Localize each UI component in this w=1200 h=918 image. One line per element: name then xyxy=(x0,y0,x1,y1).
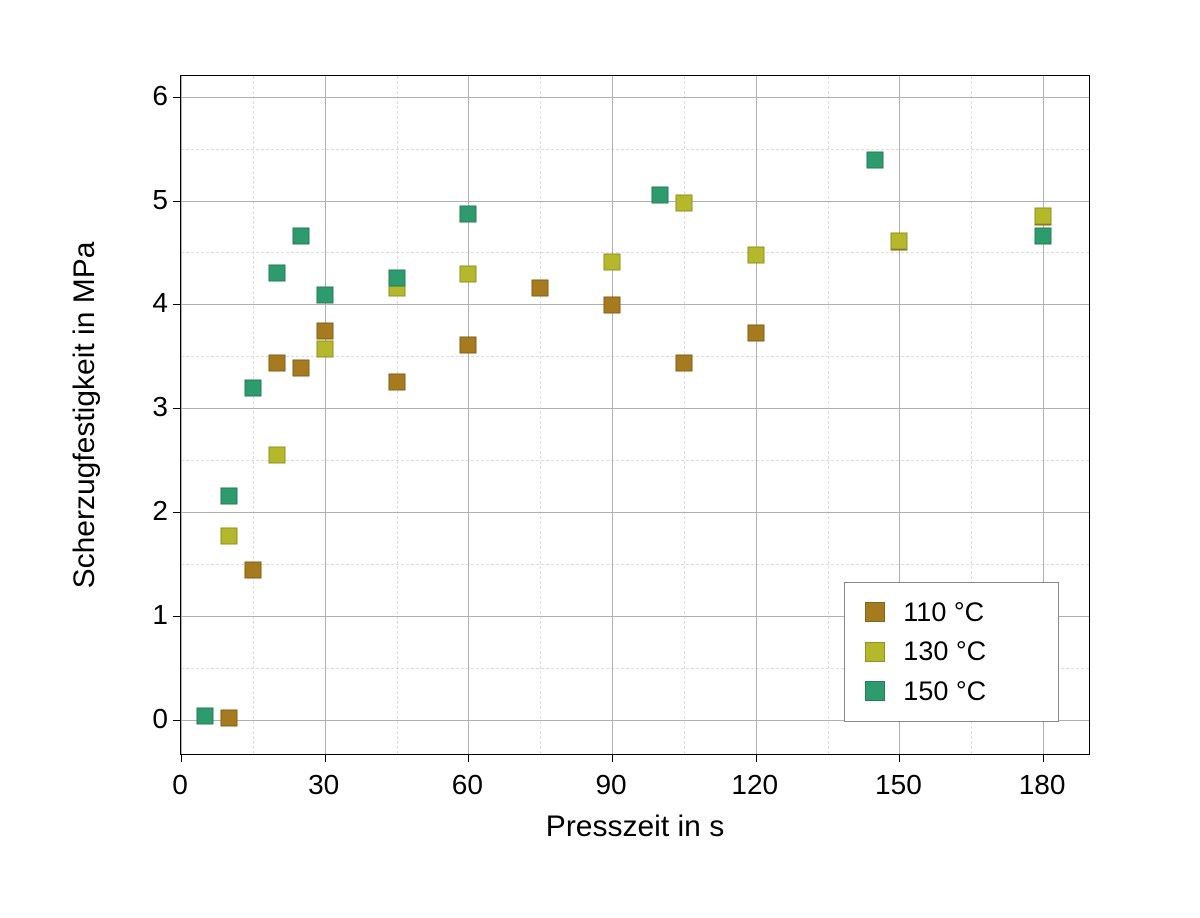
grid-major-h xyxy=(181,97,1089,98)
grid-minor-v xyxy=(684,76,685,754)
data-marker xyxy=(316,287,333,304)
data-marker xyxy=(651,187,668,204)
data-marker xyxy=(220,527,237,544)
data-marker xyxy=(891,233,908,250)
grid-minor-h xyxy=(181,149,1089,150)
data-marker xyxy=(675,354,692,371)
grid-major-h xyxy=(181,304,1089,305)
grid-major-h xyxy=(181,512,1089,513)
y-tick-label: 5 xyxy=(140,184,168,216)
legend-item: 110 °C xyxy=(859,597,1044,628)
data-marker xyxy=(292,227,309,244)
data-marker xyxy=(747,325,764,342)
data-marker xyxy=(292,359,309,376)
data-marker xyxy=(460,206,477,223)
data-marker xyxy=(316,323,333,340)
x-tick xyxy=(756,754,757,762)
legend-label: 110 °C xyxy=(903,597,984,628)
data-marker xyxy=(460,266,477,283)
grid-minor-v xyxy=(397,76,398,754)
y-tick xyxy=(173,616,181,617)
data-marker xyxy=(388,374,405,391)
legend-item: 130 °C xyxy=(859,636,1044,667)
data-marker xyxy=(316,341,333,358)
data-marker xyxy=(196,707,213,724)
x-tick-label: 120 xyxy=(731,769,778,801)
chart-container: Presszeit in s Scherzugfestigkeit in MPa… xyxy=(0,0,1200,918)
grid-minor-v xyxy=(828,76,829,754)
y-tick xyxy=(173,304,181,305)
data-marker xyxy=(388,270,405,287)
legend: 110 °C 130 °C 150 °C xyxy=(844,582,1059,722)
grid-minor-h xyxy=(181,252,1089,253)
data-marker xyxy=(1035,208,1052,225)
y-tick xyxy=(173,720,181,721)
data-marker xyxy=(867,152,884,169)
x-tick-label: 60 xyxy=(452,769,483,801)
x-tick xyxy=(181,754,182,762)
y-tick-label: 4 xyxy=(140,287,168,319)
grid-minor-h xyxy=(181,564,1089,565)
data-marker xyxy=(675,194,692,211)
legend-swatch xyxy=(865,642,885,662)
x-tick xyxy=(325,754,326,762)
legend-item: 150 °C xyxy=(859,676,1044,707)
x-tick-label: 150 xyxy=(875,769,922,801)
grid-major-h xyxy=(181,408,1089,409)
grid-major-v xyxy=(612,76,613,754)
x-tick xyxy=(1043,754,1044,762)
grid-minor-h xyxy=(181,460,1089,461)
data-marker xyxy=(532,279,549,296)
y-tick xyxy=(173,97,181,98)
y-tick xyxy=(173,201,181,202)
data-marker xyxy=(604,297,621,314)
legend-swatch xyxy=(865,602,885,622)
data-marker xyxy=(244,380,261,397)
legend-swatch xyxy=(865,681,885,701)
data-marker xyxy=(268,265,285,282)
y-axis-label: Scherzugfestigkeit in MPa xyxy=(68,242,102,589)
grid-major-v xyxy=(181,76,182,754)
grid-minor-v xyxy=(540,76,541,754)
y-tick-label: 1 xyxy=(140,599,168,631)
legend-label: 130 °C xyxy=(903,636,986,667)
data-marker xyxy=(1035,227,1052,244)
grid-major-v xyxy=(468,76,469,754)
data-marker xyxy=(268,446,285,463)
data-marker xyxy=(220,709,237,726)
x-tick xyxy=(468,754,469,762)
data-marker xyxy=(220,488,237,505)
y-tick-label: 0 xyxy=(140,703,168,735)
legend-label: 150 °C xyxy=(903,676,986,707)
grid-major-v xyxy=(756,76,757,754)
x-axis-label: Presszeit in s xyxy=(546,810,724,844)
grid-minor-v xyxy=(253,76,254,754)
y-tick-label: 6 xyxy=(140,80,168,112)
grid-major-h xyxy=(181,201,1089,202)
y-tick-label: 2 xyxy=(140,495,168,527)
x-tick-label: 0 xyxy=(172,769,188,801)
data-marker xyxy=(460,336,477,353)
x-tick-label: 30 xyxy=(308,769,339,801)
data-marker xyxy=(244,562,261,579)
y-tick xyxy=(173,408,181,409)
grid-major-v xyxy=(325,76,326,754)
y-tick-label: 3 xyxy=(140,391,168,423)
x-tick xyxy=(612,754,613,762)
data-marker xyxy=(604,253,621,270)
x-tick-label: 90 xyxy=(595,769,626,801)
data-marker xyxy=(747,246,764,263)
x-tick xyxy=(899,754,900,762)
x-tick-label: 180 xyxy=(1019,769,1066,801)
y-tick xyxy=(173,512,181,513)
data-marker xyxy=(268,354,285,371)
